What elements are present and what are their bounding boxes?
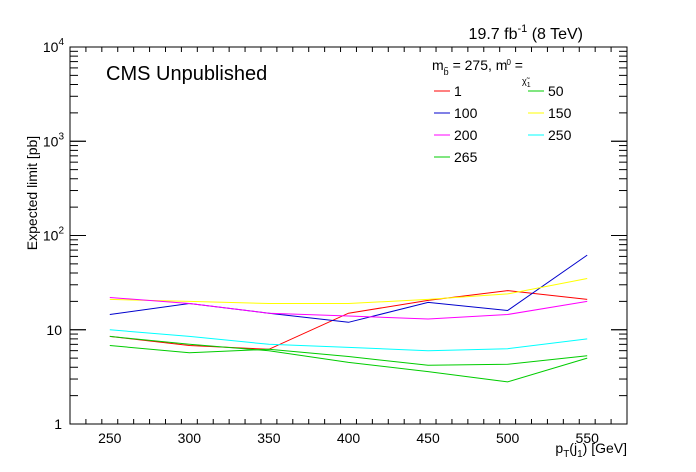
- y-tick-labels: 1 10 102 103 104: [43, 37, 65, 432]
- x-axis-title: pT(j1) [GeV]: [555, 440, 627, 460]
- plot-frame: [69, 46, 628, 425]
- legend-label-265: 265: [454, 149, 478, 165]
- series-line-250: [109, 329, 588, 352]
- legend-label-150: 150: [548, 105, 572, 121]
- series-line-200: [109, 297, 588, 320]
- series-line-265: [109, 345, 588, 366]
- series-line-50: [109, 335, 588, 383]
- legend-title: mb̃ = 275, m0 =: [432, 57, 523, 77]
- y-tick-label: 104: [43, 37, 65, 55]
- series-lines: [109, 254, 588, 383]
- series-line-1: [109, 290, 588, 350]
- lumi-value: 19.7 fb: [469, 26, 518, 43]
- x-tick-labels: 250 300 350 400 450 500 550: [98, 430, 599, 446]
- y-tick-label: 10: [46, 322, 62, 338]
- legend-label-50: 50: [548, 83, 564, 99]
- legend-title-chi: χ̃1: [522, 76, 531, 89]
- legend-label-100: 100: [454, 105, 478, 121]
- x-tick-label: 250: [98, 430, 122, 446]
- lumi-exponent: -1: [517, 23, 527, 35]
- x-tick-label: 300: [178, 430, 202, 446]
- x-tick-label: 500: [496, 430, 520, 446]
- x-tick-label: 450: [416, 430, 440, 446]
- legend-label-200: 200: [454, 127, 478, 143]
- axis-ticks: [69, 46, 628, 425]
- series-line-150: [109, 278, 588, 304]
- legend-label-1: 1: [454, 83, 462, 99]
- y-tick-label: 102: [43, 226, 65, 244]
- y-axis-title: Expected limit [pb]: [24, 136, 40, 250]
- lumi-energy: (8 TeV): [527, 26, 583, 43]
- x-tick-label: 400: [337, 430, 361, 446]
- cms-label: CMS Unpublished: [106, 63, 267, 85]
- y-tick-label: 1: [54, 416, 62, 432]
- x-tick-label: 550: [576, 430, 600, 446]
- lumi-label: 19.7 fb-1 (8 TeV): [469, 23, 583, 43]
- legend-label-250: 250: [548, 127, 572, 143]
- x-tick-label: 350: [257, 430, 281, 446]
- y-tick-label: 103: [43, 131, 65, 149]
